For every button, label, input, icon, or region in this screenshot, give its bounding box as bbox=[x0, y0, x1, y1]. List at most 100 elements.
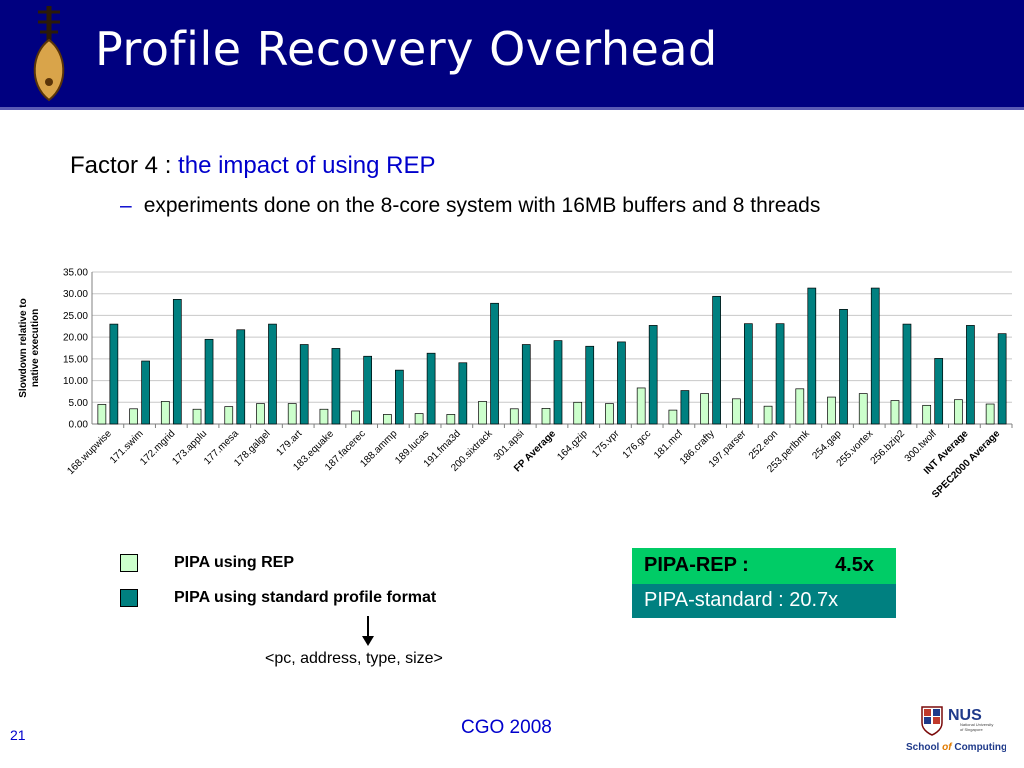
bar-standard bbox=[870, 287, 880, 425]
legend-item-rep: PIPA using REP bbox=[120, 554, 294, 572]
bar-rep bbox=[509, 408, 519, 425]
school-label-b: Computing bbox=[952, 742, 1006, 753]
summary-rep-box: PIPA-REP : 4.5x bbox=[632, 548, 896, 584]
bar-standard bbox=[299, 344, 309, 425]
bar-rep bbox=[256, 403, 265, 425]
bar-rep bbox=[383, 414, 392, 425]
nus-logo-text: NUS bbox=[948, 707, 982, 724]
bar-standard bbox=[331, 348, 341, 425]
bar-rep bbox=[922, 404, 932, 425]
y-axis-label-line: native execution bbox=[30, 309, 41, 387]
bar-standard bbox=[395, 369, 404, 425]
bar-rep bbox=[97, 404, 107, 425]
bar-standard bbox=[458, 362, 468, 425]
bar-rep bbox=[795, 388, 805, 425]
bar-standard bbox=[553, 340, 563, 425]
bar-standard bbox=[585, 345, 595, 425]
bar-rep bbox=[636, 387, 646, 425]
bar-standard bbox=[743, 323, 753, 425]
bar-standard bbox=[236, 329, 246, 425]
bar-standard bbox=[997, 333, 1007, 425]
bar-rep bbox=[573, 401, 583, 425]
bar-rep bbox=[287, 403, 297, 425]
bar-rep bbox=[954, 399, 963, 425]
tuple-caption: <pc, address, type, size> bbox=[265, 650, 443, 667]
bullet-factor-highlight: the impact of using REP bbox=[178, 152, 436, 179]
legend-label-standard: PIPA using standard profile format bbox=[174, 589, 437, 607]
bar-rep bbox=[763, 405, 773, 425]
y-tick-label: 35.00 bbox=[63, 268, 88, 279]
y-tick-label: 30.00 bbox=[63, 289, 88, 300]
bar-rep bbox=[985, 403, 995, 425]
bar-standard bbox=[109, 323, 119, 425]
nus-logo: NUS National University of Singapore Sch… bbox=[906, 706, 1006, 753]
bar-standard bbox=[680, 390, 690, 425]
bar-rep bbox=[319, 408, 329, 425]
bar-rep bbox=[858, 393, 868, 425]
y-tick-label: 10.00 bbox=[63, 376, 88, 387]
y-axis-label: Slowdown relative tonative execution bbox=[18, 298, 41, 397]
bar-standard bbox=[363, 355, 373, 425]
bar-standard bbox=[204, 338, 214, 425]
bar-rep bbox=[478, 401, 487, 425]
y-tick-label: 0.00 bbox=[69, 420, 89, 431]
bar-standard bbox=[648, 325, 658, 425]
y-tick-label: 15.00 bbox=[63, 354, 88, 365]
bar-rep bbox=[700, 393, 709, 425]
down-arrow-shaft bbox=[367, 616, 369, 640]
bar-standard bbox=[902, 323, 912, 425]
bullet-factor: Factor 4 : the impact of using REP bbox=[70, 152, 436, 180]
y-tick-label: 25.00 bbox=[63, 311, 88, 322]
legend-swatch-rep bbox=[120, 554, 138, 572]
bar-rep bbox=[668, 409, 678, 425]
x-tick-label: 179.art bbox=[275, 428, 305, 458]
y-tick-label: 5.00 bbox=[69, 398, 89, 409]
footer-conference: CGO 2008 bbox=[461, 717, 552, 738]
x-tick-label: 175.vpr bbox=[590, 428, 622, 460]
bar-rep bbox=[541, 408, 551, 425]
bar-standard bbox=[839, 308, 848, 425]
bar-rep bbox=[731, 398, 741, 425]
bar-standard bbox=[712, 295, 721, 425]
bar-standard bbox=[775, 323, 785, 425]
pipa-instrument-icon bbox=[33, 6, 65, 102]
legend-label-rep: PIPA using REP bbox=[174, 554, 295, 572]
bar-rep bbox=[224, 406, 234, 425]
y-axis-label-line: Slowdown relative to bbox=[18, 298, 29, 397]
summary-rep-value: 4.5x bbox=[835, 554, 874, 576]
slowdown-bar-chart: Slowdown relative tonative execution 0.00… bbox=[18, 268, 1013, 500]
y-tick-label: 20.00 bbox=[63, 333, 88, 344]
down-arrow-icon bbox=[362, 636, 374, 646]
bar-standard bbox=[268, 323, 277, 425]
bar-rep bbox=[192, 408, 202, 425]
bar-standard bbox=[490, 302, 499, 425]
bar-standard bbox=[521, 344, 531, 425]
x-tick-label: 164.gzip bbox=[555, 428, 590, 463]
bar-standard bbox=[141, 360, 150, 425]
page-number: 21 bbox=[10, 727, 26, 743]
x-tick-label: 256.bzip2 bbox=[869, 428, 908, 467]
legend-swatch-standard bbox=[120, 589, 138, 607]
bar-rep bbox=[827, 396, 836, 425]
summary-standard-text: PIPA-standard : 20.7x bbox=[644, 589, 839, 611]
nus-logo-sub1: National University bbox=[960, 722, 993, 727]
bar-rep bbox=[414, 413, 424, 425]
bar-standard bbox=[966, 325, 975, 425]
bar-standard bbox=[617, 341, 626, 425]
bar-rep bbox=[129, 408, 138, 425]
page-title: Profile Recovery Overhead bbox=[95, 22, 718, 76]
bar-standard bbox=[172, 299, 182, 425]
legend-item-standard: PIPA using standard profile format bbox=[120, 589, 436, 607]
bullet-factor-prefix: Factor 4 : bbox=[70, 152, 179, 179]
bar-rep bbox=[605, 403, 614, 425]
nus-logo-sub2: of Singapore bbox=[960, 727, 983, 732]
summary-standard-box: PIPA-standard : 20.7x bbox=[632, 584, 896, 618]
school-label-of: of bbox=[942, 742, 953, 753]
sub-bullet: – experiments done on the 8-core system w… bbox=[120, 194, 820, 218]
summary-rep-label: PIPA-REP : bbox=[644, 554, 749, 576]
bar-rep bbox=[890, 400, 900, 425]
bar-rep bbox=[446, 414, 456, 425]
sub-bullet-dash: – bbox=[120, 194, 132, 217]
svg-text:School of Computing: School of Computing bbox=[906, 742, 1006, 753]
title-bar: Profile Recovery Overhead bbox=[0, 0, 1024, 110]
